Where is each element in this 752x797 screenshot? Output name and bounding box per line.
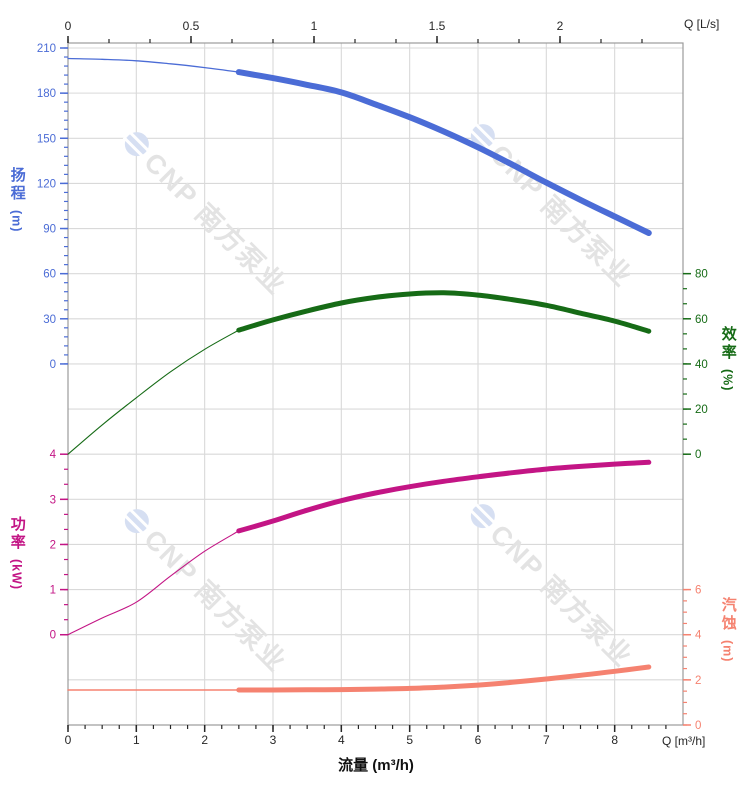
curve-efficiency-thin [67,329,240,455]
npsh-axis: 6 4 2 0 [683,585,702,732]
power-axis: 4 3 2 1 0 [50,449,68,642]
efficiency-axis-unit: (%) [720,369,735,392]
curve-head-duty [235,69,652,236]
tick-label: 0 [50,359,56,371]
tick-label: 3 [50,494,56,506]
head-axis: 210 180 150 120 90 60 30 0 [37,43,68,371]
x-axis-top: 0 0.5 1 1.5 2 [65,19,643,43]
efficiency-axis-title: 效率 (%) [719,326,737,392]
tick-label: 4 [695,630,702,642]
tick-label: 8 [611,733,618,747]
curve-npsh [67,664,652,693]
tick-label: 1 [311,19,318,33]
tick-label: 80 [695,269,708,281]
tick-label: 0 [65,733,72,747]
gridlines [68,43,683,726]
head-axis-title: 扬程 (m) [8,167,26,233]
tick-label: 2 [50,539,56,551]
tick-label: 6 [475,733,482,747]
tick-label: 210 [37,43,56,55]
svg-text:CNP 南方泵业: CNP 南方泵业 [138,146,293,301]
efficiency-axis: 80 60 40 20 0 [683,269,708,461]
bottom-axis-unit-label: Q [m³/h] [662,734,706,748]
svg-text:CNP 南方泵业: CNP 南方泵业 [138,523,293,678]
tick-label: 0 [695,720,701,732]
curve-head [67,57,652,236]
curve-npsh-duty [236,664,652,693]
tick-label: 90 [43,224,56,236]
tick-label: 60 [43,269,56,281]
tick-label: 40 [695,359,708,371]
watermark: CNP 南方泵业 [468,122,639,293]
tick-label: 0 [65,19,72,33]
tick-label: 20 [695,404,708,416]
curve-power-thin [67,530,240,636]
top-axis-unit-label: Q [L/s] [684,17,720,31]
curve-power [67,459,652,636]
head-axis-title-text: 扬程 [8,167,26,203]
power-axis-title: 功率 (kW) [8,516,26,591]
tick-label: 2 [557,19,564,33]
tick-label: 0 [695,449,701,461]
tick-label: 120 [37,178,56,190]
power-axis-unit: (kW) [9,559,24,591]
tick-label: 2 [695,675,701,687]
tick-label: 6 [695,585,701,597]
tick-label: 30 [43,314,56,326]
npsh-axis-title: 汽蚀 (m) [719,597,737,663]
tick-label: 0 [50,630,56,642]
watermark: CNP 南方泵业 [468,502,639,673]
tick-label: 1 [133,733,140,747]
tick-label: 1.5 [429,19,446,33]
power-axis-title-text: 功率 [8,516,26,552]
x-axis-bottom: 0 1 2 3 4 5 6 7 8 [65,725,667,747]
watermarks: CNP 南方泵业 CNP 南方泵业 CNP 南方泵业 CNP 南方泵业 [122,122,639,678]
tick-label: 5 [406,733,413,747]
npsh-axis-title-text: 汽蚀 [719,597,737,633]
tick-label: 3 [270,733,277,747]
tick-label: 2 [201,733,208,747]
tick-label: 7 [543,733,550,747]
head-axis-unit: (m) [9,210,24,233]
tick-label: 150 [37,133,56,145]
tick-label: 4 [338,733,345,747]
tick-label: 0.5 [183,19,200,33]
x-axis-title: 流量 (m³/h) [338,757,414,774]
tick-label: 4 [50,449,57,461]
tick-label: 1 [50,585,56,597]
svg-text:CNP 南方泵业: CNP 南方泵业 [484,518,639,673]
tick-label: 180 [37,88,56,100]
curve-power-duty [236,459,652,534]
tick-label: 60 [695,314,708,326]
curve-efficiency-duty [236,290,652,334]
npsh-axis-unit: (m) [720,640,735,663]
efficiency-axis-title-text: 效率 [719,326,737,362]
curve-efficiency [67,290,652,455]
curve-head-thin [67,57,240,73]
